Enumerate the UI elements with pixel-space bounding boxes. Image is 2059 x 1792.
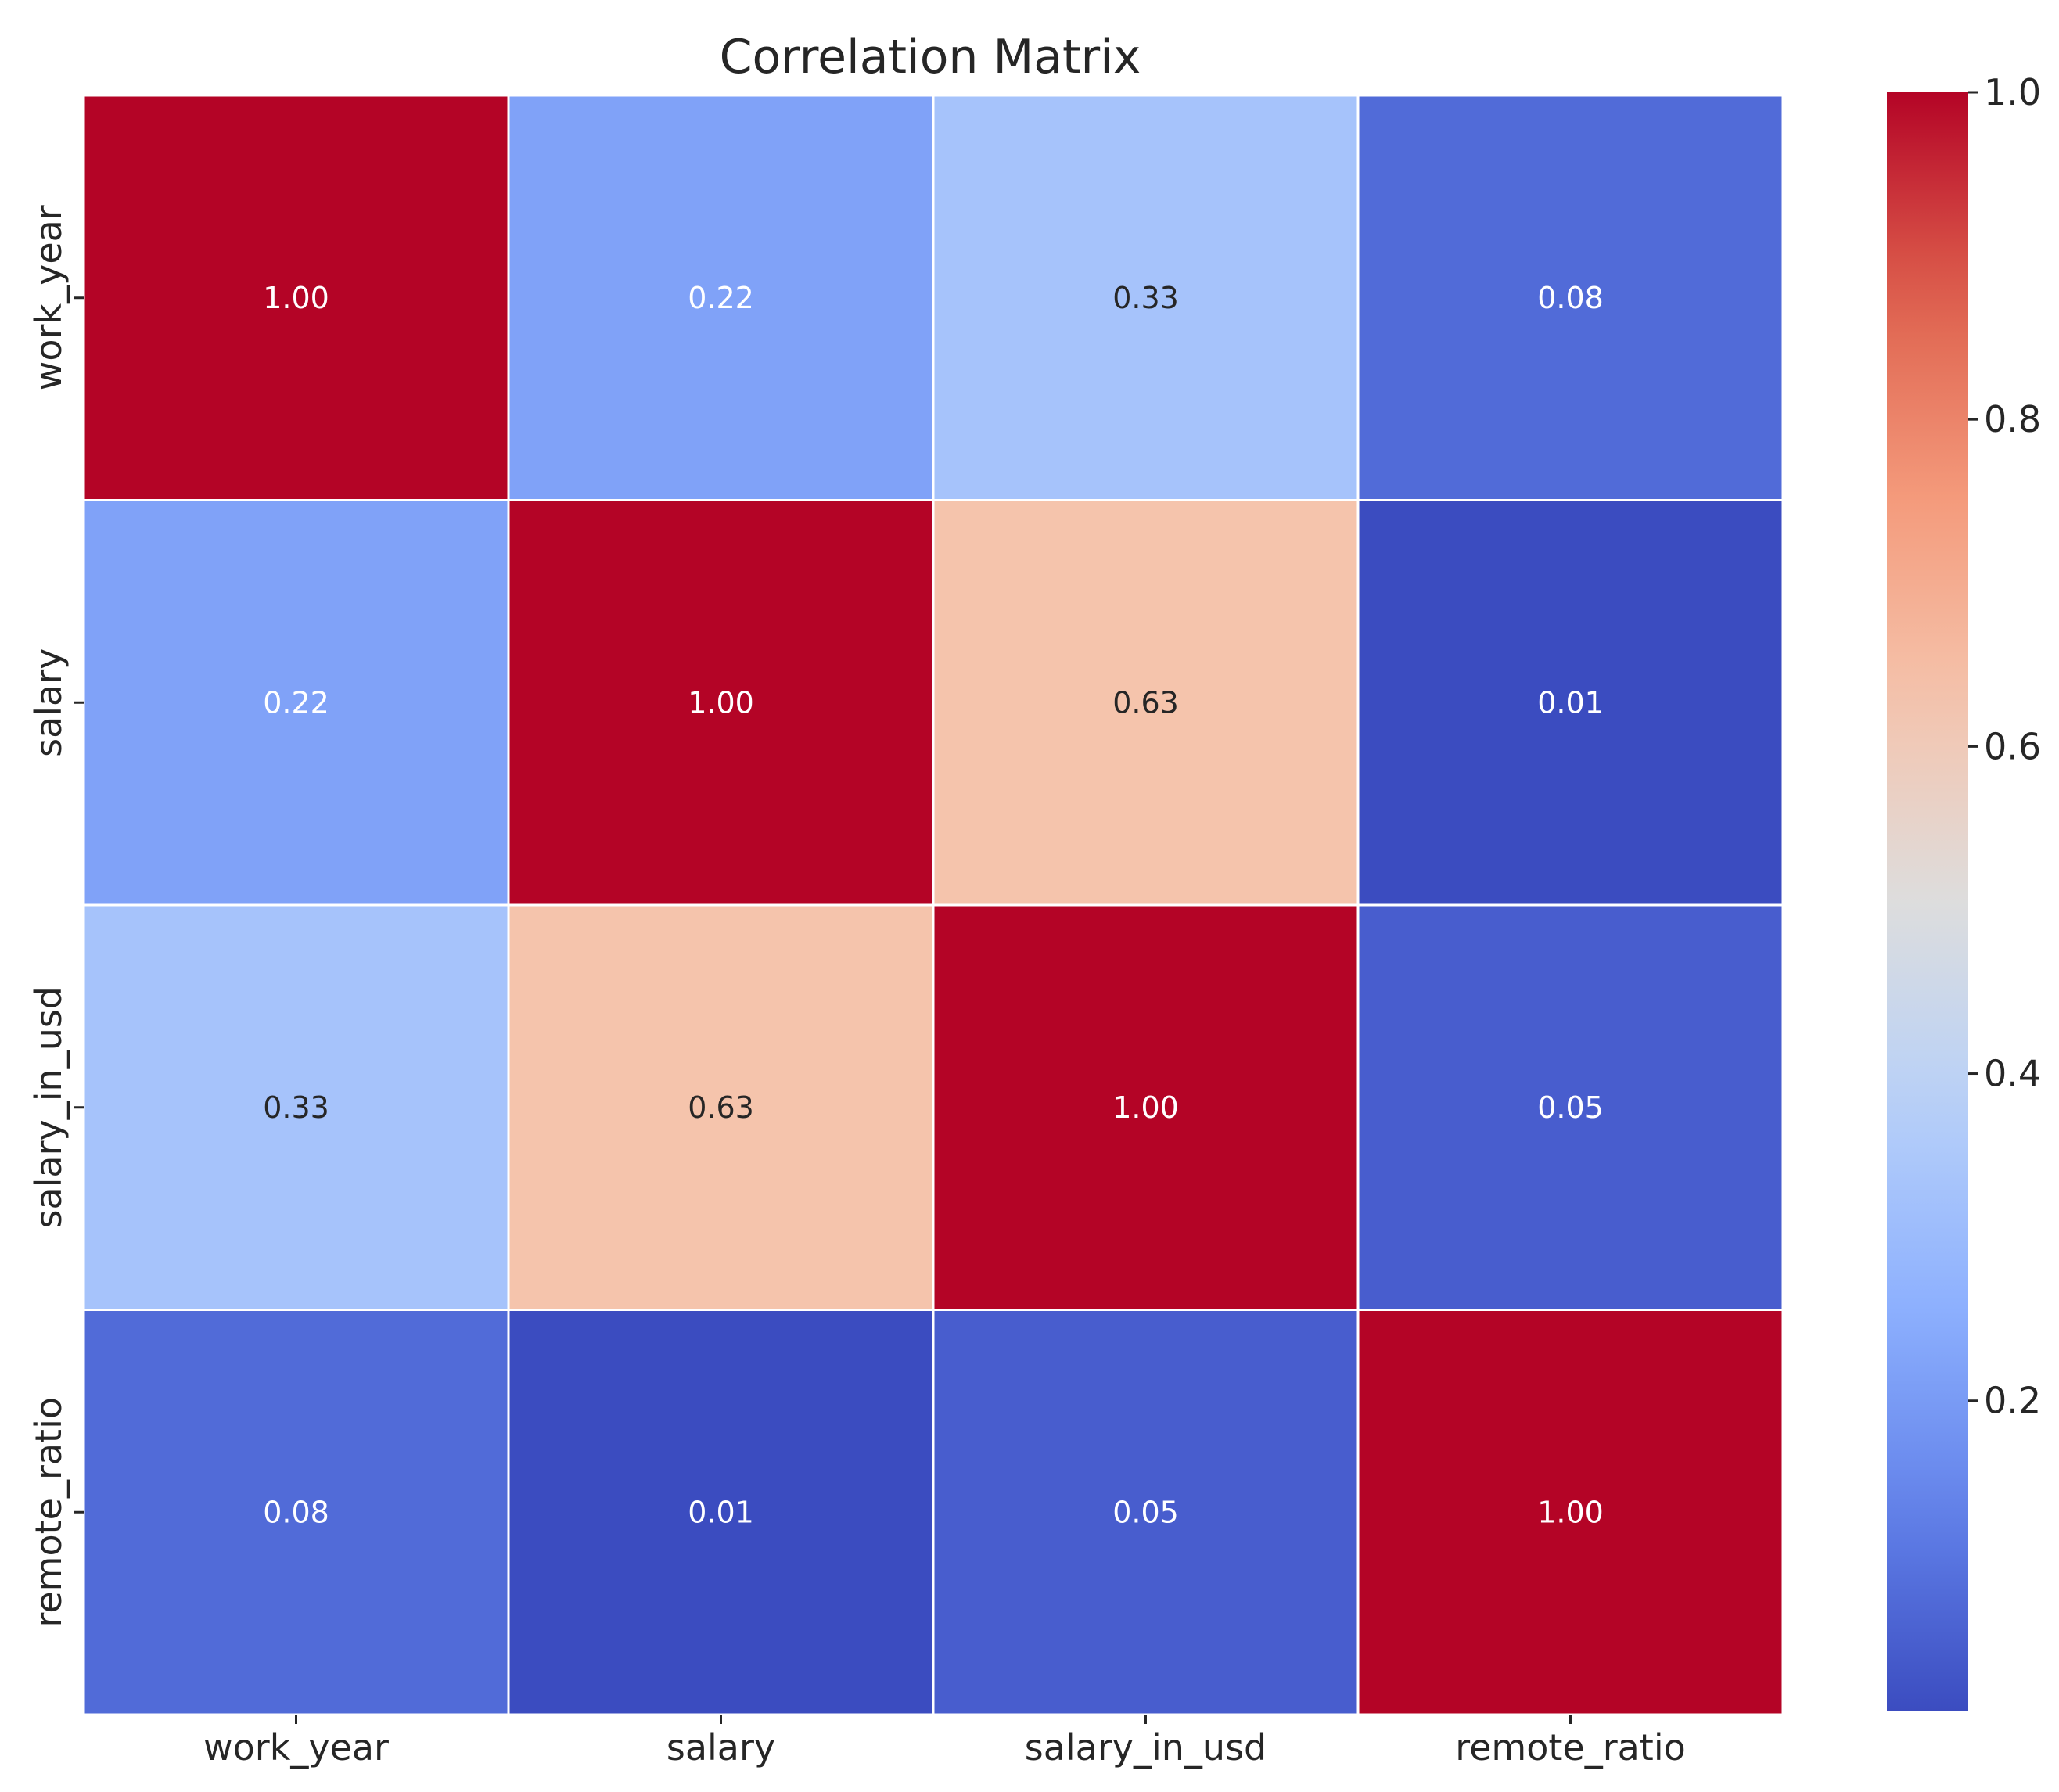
heatmap-cell [932,1309,1360,1716]
heatmap-cell [1356,1309,1784,1716]
heatmap-cell [507,1309,935,1716]
cell-value-label: 0.22 [688,281,754,315]
cell-value-label: 0.05 [1112,1495,1179,1529]
heatmap-cell [507,903,935,1311]
colorbar-gradient [1887,92,1968,1711]
x-tick-label: work_year [203,1726,389,1769]
cell-value-label: 0.01 [1537,685,1604,720]
cell-value-label: 0.08 [263,1495,329,1529]
cell-value-label: 1.00 [1112,1090,1179,1125]
heatmap-cell [932,499,1360,907]
heatmap-cell [82,1309,510,1716]
x-tick-label: salary [667,1726,775,1769]
cell-value-label: 1.00 [263,281,329,315]
heatmap-cell [82,94,510,501]
x-tick-label: remote_ratio [1455,1726,1686,1769]
colorbar-tick-label: 0.4 [1984,1053,2041,1095]
cell-value-label: 1.00 [688,685,754,720]
cell-value-label: 0.22 [263,685,329,720]
colorbar-ticks: 0.2 0.4 0.6 0.8 1.0 [1968,71,2041,1422]
colorbar-tick-label: 0.2 [1984,1380,2041,1422]
colorbar: 0.2 0.4 0.6 0.8 1.0 [1887,71,2041,1711]
x-axis: work_year salary salary_in_usd remote_ratio [203,1715,1686,1769]
heatmap-cell [507,499,935,907]
cell-value-label: 0.05 [1537,1090,1604,1125]
heatmap-cell [82,499,510,907]
heatmap-cell [932,94,1360,501]
colorbar-tick-label: 0.6 [1984,725,2041,767]
cell-value-label: 0.33 [263,1090,329,1125]
y-tick-label: salary [27,648,70,757]
heatmap-cell [1356,499,1784,907]
cell-value-label: 0.63 [688,1090,754,1125]
heatmap-cell [507,94,935,501]
cell-value-label: 0.63 [1112,685,1179,720]
colorbar-tick-label: 1.0 [1984,71,2041,113]
heatmap-cell [1356,903,1784,1311]
y-tick-label: work_year [27,205,70,390]
chart-title: Correlation Matrix [720,30,1141,84]
cell-annotations: 1.00 0.22 0.33 0.08 0.22 1.00 0.63 0.01 0.33 0.63… [263,281,1604,1530]
cell-value-label: 1.00 [1537,1495,1604,1529]
cell-value-label: 0.01 [688,1495,754,1529]
y-tick-label: salary_in_usd [27,986,70,1229]
x-tick-label: salary_in_usd [1025,1726,1267,1769]
heatmap-cell [1356,94,1784,501]
heatmap-cells [82,94,1784,1716]
cell-value-label: 0.08 [1537,281,1604,315]
colorbar-tick-label: 0.8 [1984,398,2041,440]
cell-value-label: 0.33 [1112,281,1179,315]
y-tick-label: remote_ratio [27,1397,70,1628]
